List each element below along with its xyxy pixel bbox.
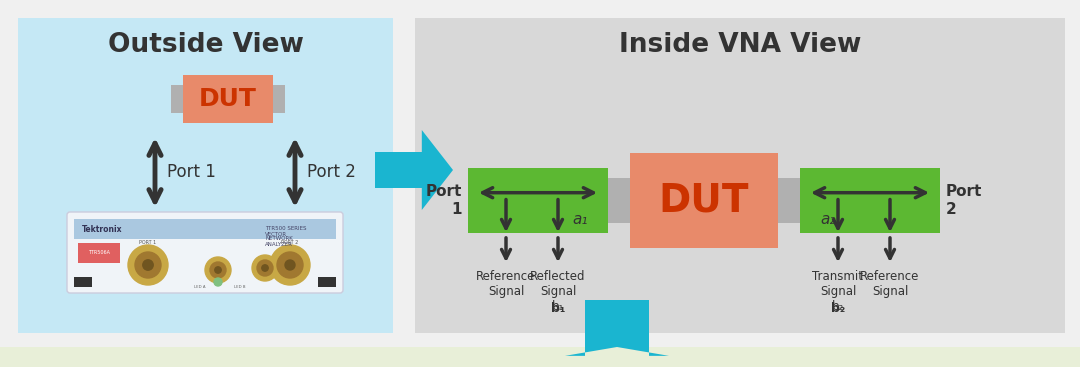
Bar [78,243,120,263]
Text: Port 1: Port 1 [167,163,216,181]
Text: Reflected
Signal
b₁: Reflected Signal b₁ [530,270,585,313]
Bar [171,85,183,113]
Text: Tektronix: Tektronix [82,225,122,233]
FancyBboxPatch shape [67,212,343,293]
Bar [273,85,285,113]
Text: LED B: LED B [234,285,246,289]
Text: Port 2: Port 2 [307,163,356,181]
Circle shape [143,260,153,270]
Circle shape [285,260,295,270]
Circle shape [261,265,268,271]
Text: Reference
Signal: Reference Signal [476,270,536,298]
Text: NETWORK: NETWORK [265,236,293,241]
Bar [0,347,1080,367]
Text: Transmit
Signal
b₂: Transmit Signal b₂ [812,270,864,313]
Bar [778,178,800,223]
Bar [318,277,336,287]
Bar [183,75,273,123]
Text: PORT 2: PORT 2 [282,240,299,244]
Text: a₂: a₂ [820,211,836,226]
Circle shape [214,278,222,286]
Circle shape [135,252,161,278]
Text: TTR506A: TTR506A [87,251,110,255]
Text: PORT 1: PORT 1 [139,240,157,244]
Text: DUT: DUT [199,87,257,111]
Circle shape [205,257,231,283]
Text: Reference
Signal: Reference Signal [861,270,920,298]
Text: ANALYZER: ANALYZER [265,241,293,247]
Bar [468,168,608,233]
Text: Port
1: Port 1 [426,184,462,217]
Circle shape [129,245,168,285]
Text: Outside View: Outside View [108,32,303,58]
Text: b₂: b₂ [831,302,846,315]
Bar [800,168,940,233]
Text: Port
2: Port 2 [946,184,983,217]
Text: VECTOR: VECTOR [265,232,287,236]
Text: b₁: b₁ [551,302,565,315]
Text: a₁: a₁ [572,211,588,226]
Circle shape [270,245,310,285]
Bar [18,18,393,333]
Circle shape [252,255,278,281]
Circle shape [210,262,226,278]
Bar [630,153,778,248]
Bar [75,219,336,239]
Bar [415,18,1065,333]
Text: TTR500 SERIES: TTR500 SERIES [265,226,307,232]
Bar [608,178,630,223]
Circle shape [215,267,221,273]
Polygon shape [565,300,669,356]
Text: DUT: DUT [659,182,750,219]
Bar [75,277,92,287]
Circle shape [257,260,273,276]
Text: Inside VNA View: Inside VNA View [619,32,861,58]
Text: LED A: LED A [194,285,206,289]
Circle shape [276,252,303,278]
Polygon shape [375,130,453,210]
